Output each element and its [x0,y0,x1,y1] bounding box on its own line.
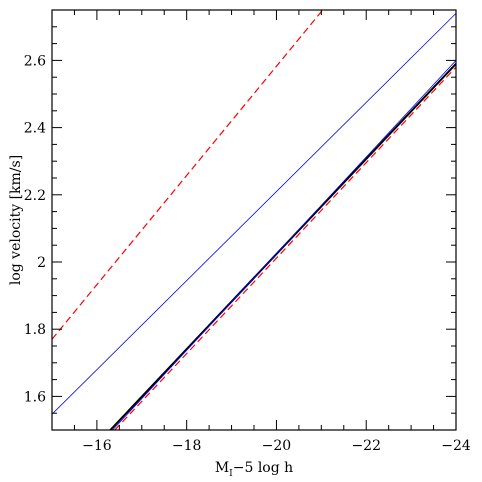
series-line-5 [112,60,456,430]
y-tick-label: 1.6 [24,389,46,405]
y-axis-label: log velocity [km/s] [8,155,24,285]
y-tick-label: 2.6 [24,53,46,69]
y-tick-label: 1.8 [24,322,46,338]
x-axis-label: MI−5 log h [215,460,293,479]
x-axis-label-main: M [215,460,229,476]
y-tick-label: 2.2 [24,188,46,204]
x-tick-label: −18 [172,438,202,454]
plot-frame [51,9,457,431]
y-tick-label: 2.4 [24,121,46,137]
y-tick-label: 2 [37,255,46,271]
series-line-3 [52,10,324,340]
x-tick-label: −22 [351,438,381,454]
series-line-4 [114,66,456,430]
x-axis-label-rest: −5 log h [233,460,293,476]
x-axis-label-sub: I [229,469,233,479]
series-layer [52,10,456,430]
x-tick-label: −20 [262,438,292,454]
series-line-2 [52,13,456,415]
x-tick-label: −16 [82,438,112,454]
x-tick-label: −24 [441,438,471,454]
